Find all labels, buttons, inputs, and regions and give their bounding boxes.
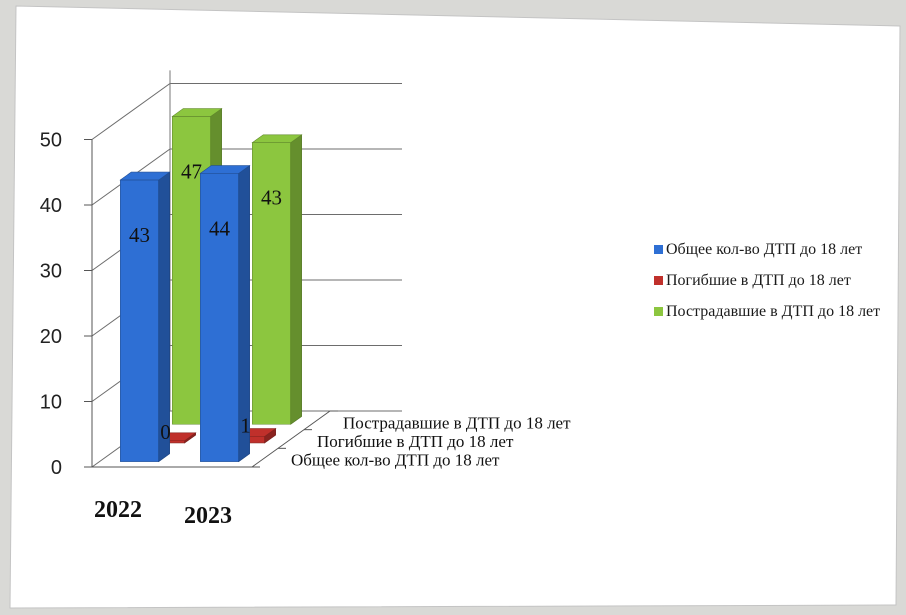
legend-item-killed: Погибшие в ДТП до 18 лет — [654, 271, 894, 291]
legend-swatch-blue-icon — [654, 245, 663, 254]
depth-axis-label: Общее кол-во ДТП до 18 лет — [291, 451, 500, 470]
legend-swatch-red-icon — [654, 276, 663, 285]
data-label: 47 — [181, 159, 202, 183]
x-category-label: 2022 — [94, 497, 142, 523]
legend-item-injured: Пострадавшие в ДТП до 18 лет — [654, 302, 894, 322]
bar-top-face — [199, 165, 251, 174]
depth-axis-label: Пострадавшие в ДТП до 18 лет — [343, 413, 571, 432]
legend-item-total: Общее кол-во ДТП до 18 лет — [654, 240, 894, 260]
y-tick-label: 40 — [40, 195, 62, 217]
data-label: 0 — [160, 420, 171, 444]
data-label: 44 — [209, 216, 231, 240]
bar-side-face — [290, 134, 302, 425]
legend-label: Общее кол-во ДТП до 18 лет — [666, 241, 863, 258]
legend-swatch-green-icon — [654, 307, 663, 316]
legend-label: Пострадавшие в ДТП до 18 лет — [666, 303, 881, 320]
y-tick-label: 20 — [40, 326, 62, 348]
bar-2-1 — [251, 134, 303, 425]
data-label: 1 — [240, 413, 251, 437]
bar-side-face — [158, 171, 170, 463]
labels-layer: 47 43 0 1 43 44 — [129, 159, 282, 444]
legend-label: Погибшие в ДТП до 18 лет — [666, 272, 851, 289]
data-label: 43 — [261, 186, 282, 210]
y-tick-label: 30 — [40, 261, 62, 283]
y-tick-label: 50 — [40, 130, 62, 152]
y-tick-label: 0 — [51, 457, 62, 479]
y-tick-label: 10 — [40, 392, 62, 414]
x-category-label: 2023 — [184, 503, 232, 529]
bar-0-0 — [119, 171, 171, 463]
bar-0-1 — [199, 164, 251, 463]
data-label: 43 — [129, 223, 150, 247]
legend: Общее кол-во ДТП до 18 лет Погибшие в ДТ… — [654, 240, 894, 333]
bars-layer — [119, 107, 303, 463]
depth-axis-label: Погибшие в ДТП до 18 лет — [317, 432, 514, 451]
bar-top-face — [171, 108, 223, 117]
bar-top-face — [251, 134, 303, 143]
bar-top-face — [119, 171, 171, 181]
